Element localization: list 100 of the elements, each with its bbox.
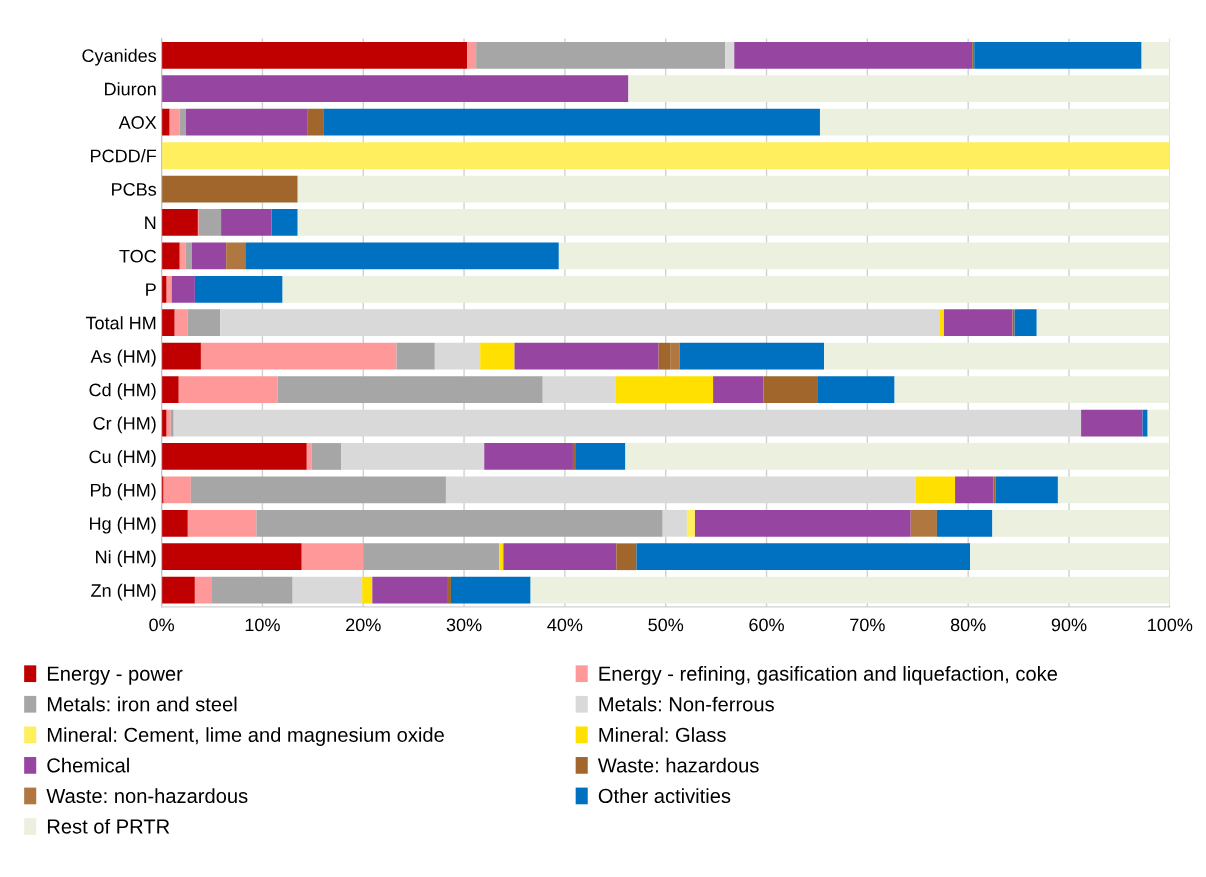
bar [362, 576, 373, 604]
bar [615, 376, 714, 403]
bar [679, 342, 824, 370]
bar [1014, 309, 1037, 337]
bar [221, 209, 272, 236]
x-tick-label: 0% [149, 618, 175, 632]
bar [323, 108, 820, 136]
bar [819, 108, 1170, 136]
y-tick-label: TOC [119, 249, 157, 263]
bar [161, 376, 179, 403]
bar [271, 209, 298, 236]
bar [179, 108, 186, 136]
x-tick-label: 80% [950, 618, 986, 632]
bar [450, 576, 531, 604]
bar [817, 376, 895, 403]
x-tick-label: 90% [1051, 618, 1087, 632]
bar [943, 309, 1013, 337]
bar [974, 41, 1142, 69]
x-tick-label: 40% [547, 618, 583, 632]
bar [256, 509, 663, 537]
bar [174, 309, 188, 337]
bar [763, 376, 818, 403]
bar [503, 543, 617, 571]
bar [575, 443, 626, 470]
bar [447, 576, 451, 604]
bar [396, 342, 435, 370]
y-tick-label: Cd (HM) [89, 383, 156, 400]
y-tick-label: Diuron [105, 82, 156, 96]
bar [187, 509, 257, 537]
bar [628, 75, 1170, 103]
bar [226, 242, 246, 270]
bar [686, 509, 695, 537]
bar [1142, 409, 1148, 437]
bar [910, 509, 937, 537]
bar [558, 242, 1170, 270]
bar [1057, 476, 1170, 504]
bar [514, 342, 659, 370]
bar [198, 209, 222, 236]
y-tick-label: PCBs [112, 182, 157, 196]
bar [187, 309, 221, 337]
y-tick-label: P [146, 283, 156, 296]
bar [282, 275, 1170, 303]
bar [161, 275, 167, 303]
bar [1036, 309, 1170, 337]
bar [161, 409, 167, 437]
legend-label: Energy - power [47, 666, 183, 685]
bar [292, 576, 363, 604]
bar [191, 242, 227, 270]
bar [972, 41, 975, 69]
bar [694, 509, 911, 537]
bar [530, 576, 1170, 604]
y-tick-label: Ni (HM) [96, 550, 156, 568]
bar [625, 443, 1170, 470]
bar [476, 41, 726, 69]
bar [480, 342, 515, 370]
bar [161, 443, 307, 470]
x-tick-label: 100% [1148, 618, 1193, 632]
bar [915, 476, 956, 504]
bar [170, 409, 174, 437]
bar [363, 543, 500, 571]
bar [670, 342, 680, 370]
bar [1147, 409, 1170, 437]
bar [499, 543, 504, 571]
bar [307, 108, 324, 136]
y-tick-label: PCDD/F [91, 149, 157, 163]
bar [301, 543, 364, 571]
bar [179, 242, 186, 270]
bar [725, 41, 735, 69]
bar [161, 242, 180, 270]
y-tick-label: N [145, 216, 156, 229]
bar [161, 108, 170, 136]
bar [936, 509, 993, 537]
bar [185, 108, 308, 136]
x-tick-label: 10% [245, 618, 280, 632]
y-tick-label: Total HM [85, 316, 156, 330]
bar [939, 309, 944, 337]
bar [161, 75, 629, 103]
bar [178, 376, 278, 403]
x-tick-label: 30% [446, 618, 482, 632]
legend-label: Waste: non-hazardous [46, 788, 248, 804]
legend-label: Metals: iron and steel [47, 696, 237, 712]
bar [297, 175, 1170, 203]
legend-label: Mineral: Glass [599, 727, 726, 742]
y-tick-label: Hg (HM) [90, 516, 156, 534]
x-tick-label: 50% [648, 618, 684, 632]
legend-label: Waste: hazardous [597, 757, 759, 773]
x-tick-label: 70% [850, 618, 885, 632]
bar [894, 376, 1170, 403]
bar [1012, 309, 1015, 337]
bar [636, 543, 971, 571]
bar [297, 209, 1170, 236]
bar [161, 309, 175, 337]
bar [995, 476, 1058, 504]
bar [161, 175, 298, 203]
bar [970, 543, 1170, 571]
bar [713, 376, 764, 403]
legend-label: Rest of PRTR [47, 818, 170, 834]
bar [572, 443, 576, 470]
bar [658, 342, 671, 370]
bar [161, 342, 201, 370]
